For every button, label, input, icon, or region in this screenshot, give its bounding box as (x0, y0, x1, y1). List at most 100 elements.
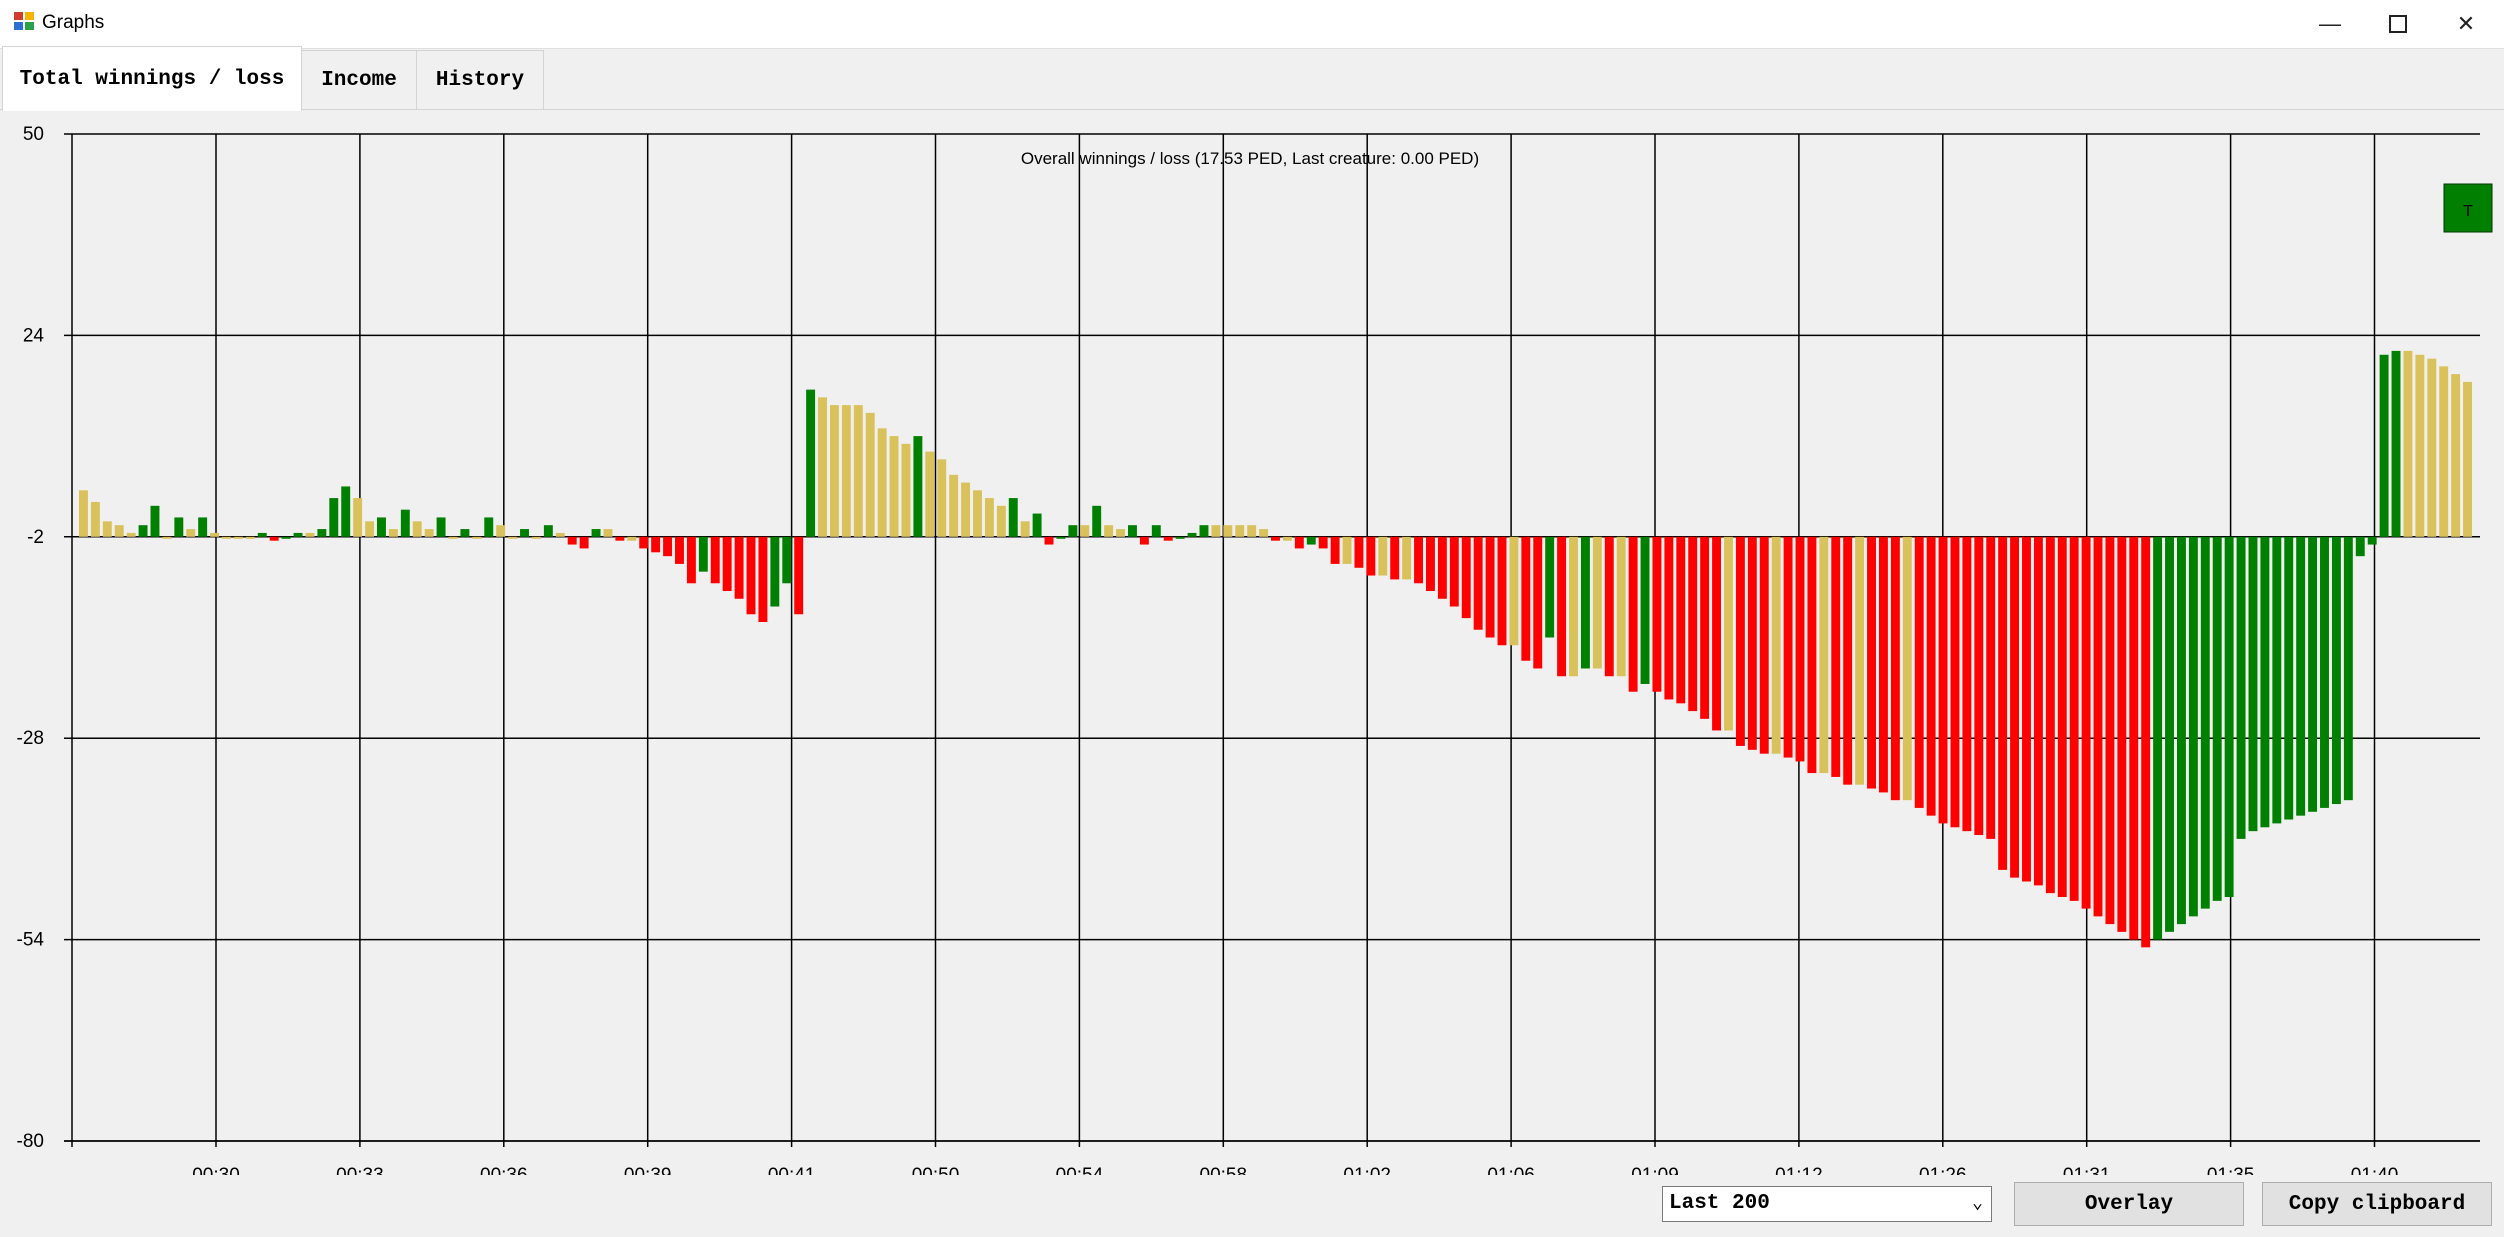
x-tick-label: 00:54 (1056, 1165, 1104, 1175)
maximize-button[interactable] (2364, 0, 2432, 48)
bar (591, 529, 601, 537)
x-tick-label: 00:39 (624, 1165, 672, 1175)
overlay-button[interactable]: Overlay (2014, 1182, 2244, 1226)
bar (651, 536, 661, 553)
bar (913, 436, 923, 537)
bar (722, 536, 732, 592)
bar (1151, 525, 1161, 537)
tab-total-winnings-loss[interactable]: Total winnings / loss (2, 46, 302, 111)
bar (1402, 536, 1412, 580)
y-tick-label: -54 (17, 930, 45, 951)
bar (2057, 536, 2067, 897)
bar (1116, 529, 1125, 537)
bar (1509, 536, 1519, 646)
bar (1485, 536, 1495, 638)
x-tick-label: 00:33 (336, 1165, 384, 1175)
bar (2320, 536, 2329, 808)
bar (436, 517, 446, 537)
bar (1747, 536, 1757, 750)
close-button[interactable]: ✕ (2432, 0, 2500, 48)
bar (1974, 536, 1984, 836)
bar (508, 536, 518, 539)
bar (1831, 536, 1841, 777)
tab-income[interactable]: Income (300, 50, 418, 109)
bar (1557, 536, 1567, 677)
bar (1759, 536, 1769, 754)
chart-title: Overall winnings / loss (17.53 PED, Last… (1021, 149, 1479, 168)
copy-clipboard-button[interactable]: Copy clipboard (2262, 1182, 2492, 1226)
minimize-button[interactable]: — (2296, 0, 2364, 48)
bar (1819, 536, 1829, 774)
bar (806, 389, 816, 537)
bar (233, 536, 243, 539)
range-select[interactable]: Last 200 ⌄ (1662, 1186, 1992, 1222)
bar (1783, 536, 1793, 758)
bar (973, 490, 982, 537)
bar (1187, 532, 1197, 537)
bar (1426, 536, 1435, 592)
bar (1867, 536, 1876, 789)
range-select-value: Last 200 (1669, 1192, 1770, 1215)
x-tick-label: 01:26 (1919, 1165, 1967, 1175)
bar (1664, 536, 1674, 700)
bar (520, 529, 529, 537)
bar (1926, 536, 1936, 816)
tab-divider (0, 109, 2504, 110)
bar (555, 532, 565, 537)
bar (2355, 536, 2365, 557)
bar (1414, 536, 1424, 584)
bar (1282, 536, 1292, 541)
bar (400, 509, 410, 537)
bar (1950, 536, 1960, 828)
bar (579, 536, 589, 549)
bar (1294, 536, 1304, 549)
bar (2367, 536, 2377, 545)
bar (818, 397, 827, 537)
bar (2153, 536, 2163, 940)
bar (305, 532, 315, 537)
bar (484, 517, 494, 537)
bar (2248, 536, 2258, 832)
bar (1104, 525, 1114, 537)
bar (2022, 536, 2031, 882)
bar (1366, 536, 1376, 576)
x-tick-label: 01:02 (1343, 1165, 1391, 1175)
bar (1008, 498, 1018, 537)
bar (388, 529, 398, 537)
winnings-chart: 50 24 -2 -28 -54 -80 00:30 00:33 00:36 00:39 00:41… (17, 124, 2493, 1175)
bar (603, 529, 613, 537)
bar (1020, 521, 1030, 537)
bar (937, 459, 947, 537)
bar (1771, 536, 1781, 754)
bar (961, 482, 971, 537)
title-bar: Graphs — ✕ (0, 0, 2504, 49)
x-tick-label: 01:40 (2351, 1165, 2399, 1175)
window-title: Graphs (42, 12, 105, 33)
bar (126, 532, 136, 537)
bar (1032, 513, 1042, 537)
bar (496, 525, 506, 537)
bar (114, 525, 124, 537)
bar (102, 521, 112, 537)
bar (1640, 536, 1650, 684)
bar (877, 428, 887, 537)
x-tick-label: 01:06 (1487, 1165, 1535, 1175)
bar (1533, 536, 1543, 669)
y-tick-label: -80 (17, 1131, 44, 1152)
x-tick-label: 00:36 (480, 1165, 528, 1175)
bar (853, 405, 863, 537)
bar (1330, 536, 1340, 564)
bar (1890, 536, 1900, 801)
bar (2224, 536, 2234, 897)
bar (2117, 536, 2127, 932)
bar (2343, 536, 2353, 801)
bar (1473, 536, 1483, 630)
bar (1163, 536, 1173, 541)
bar (2272, 536, 2282, 824)
bar (1902, 536, 1912, 801)
legend-marker-label: T (2463, 203, 2473, 220)
tab-history[interactable]: History (416, 50, 544, 109)
bar (1342, 536, 1352, 564)
x-tick-label: 01:31 (2063, 1165, 2111, 1175)
bar (1044, 536, 1054, 545)
